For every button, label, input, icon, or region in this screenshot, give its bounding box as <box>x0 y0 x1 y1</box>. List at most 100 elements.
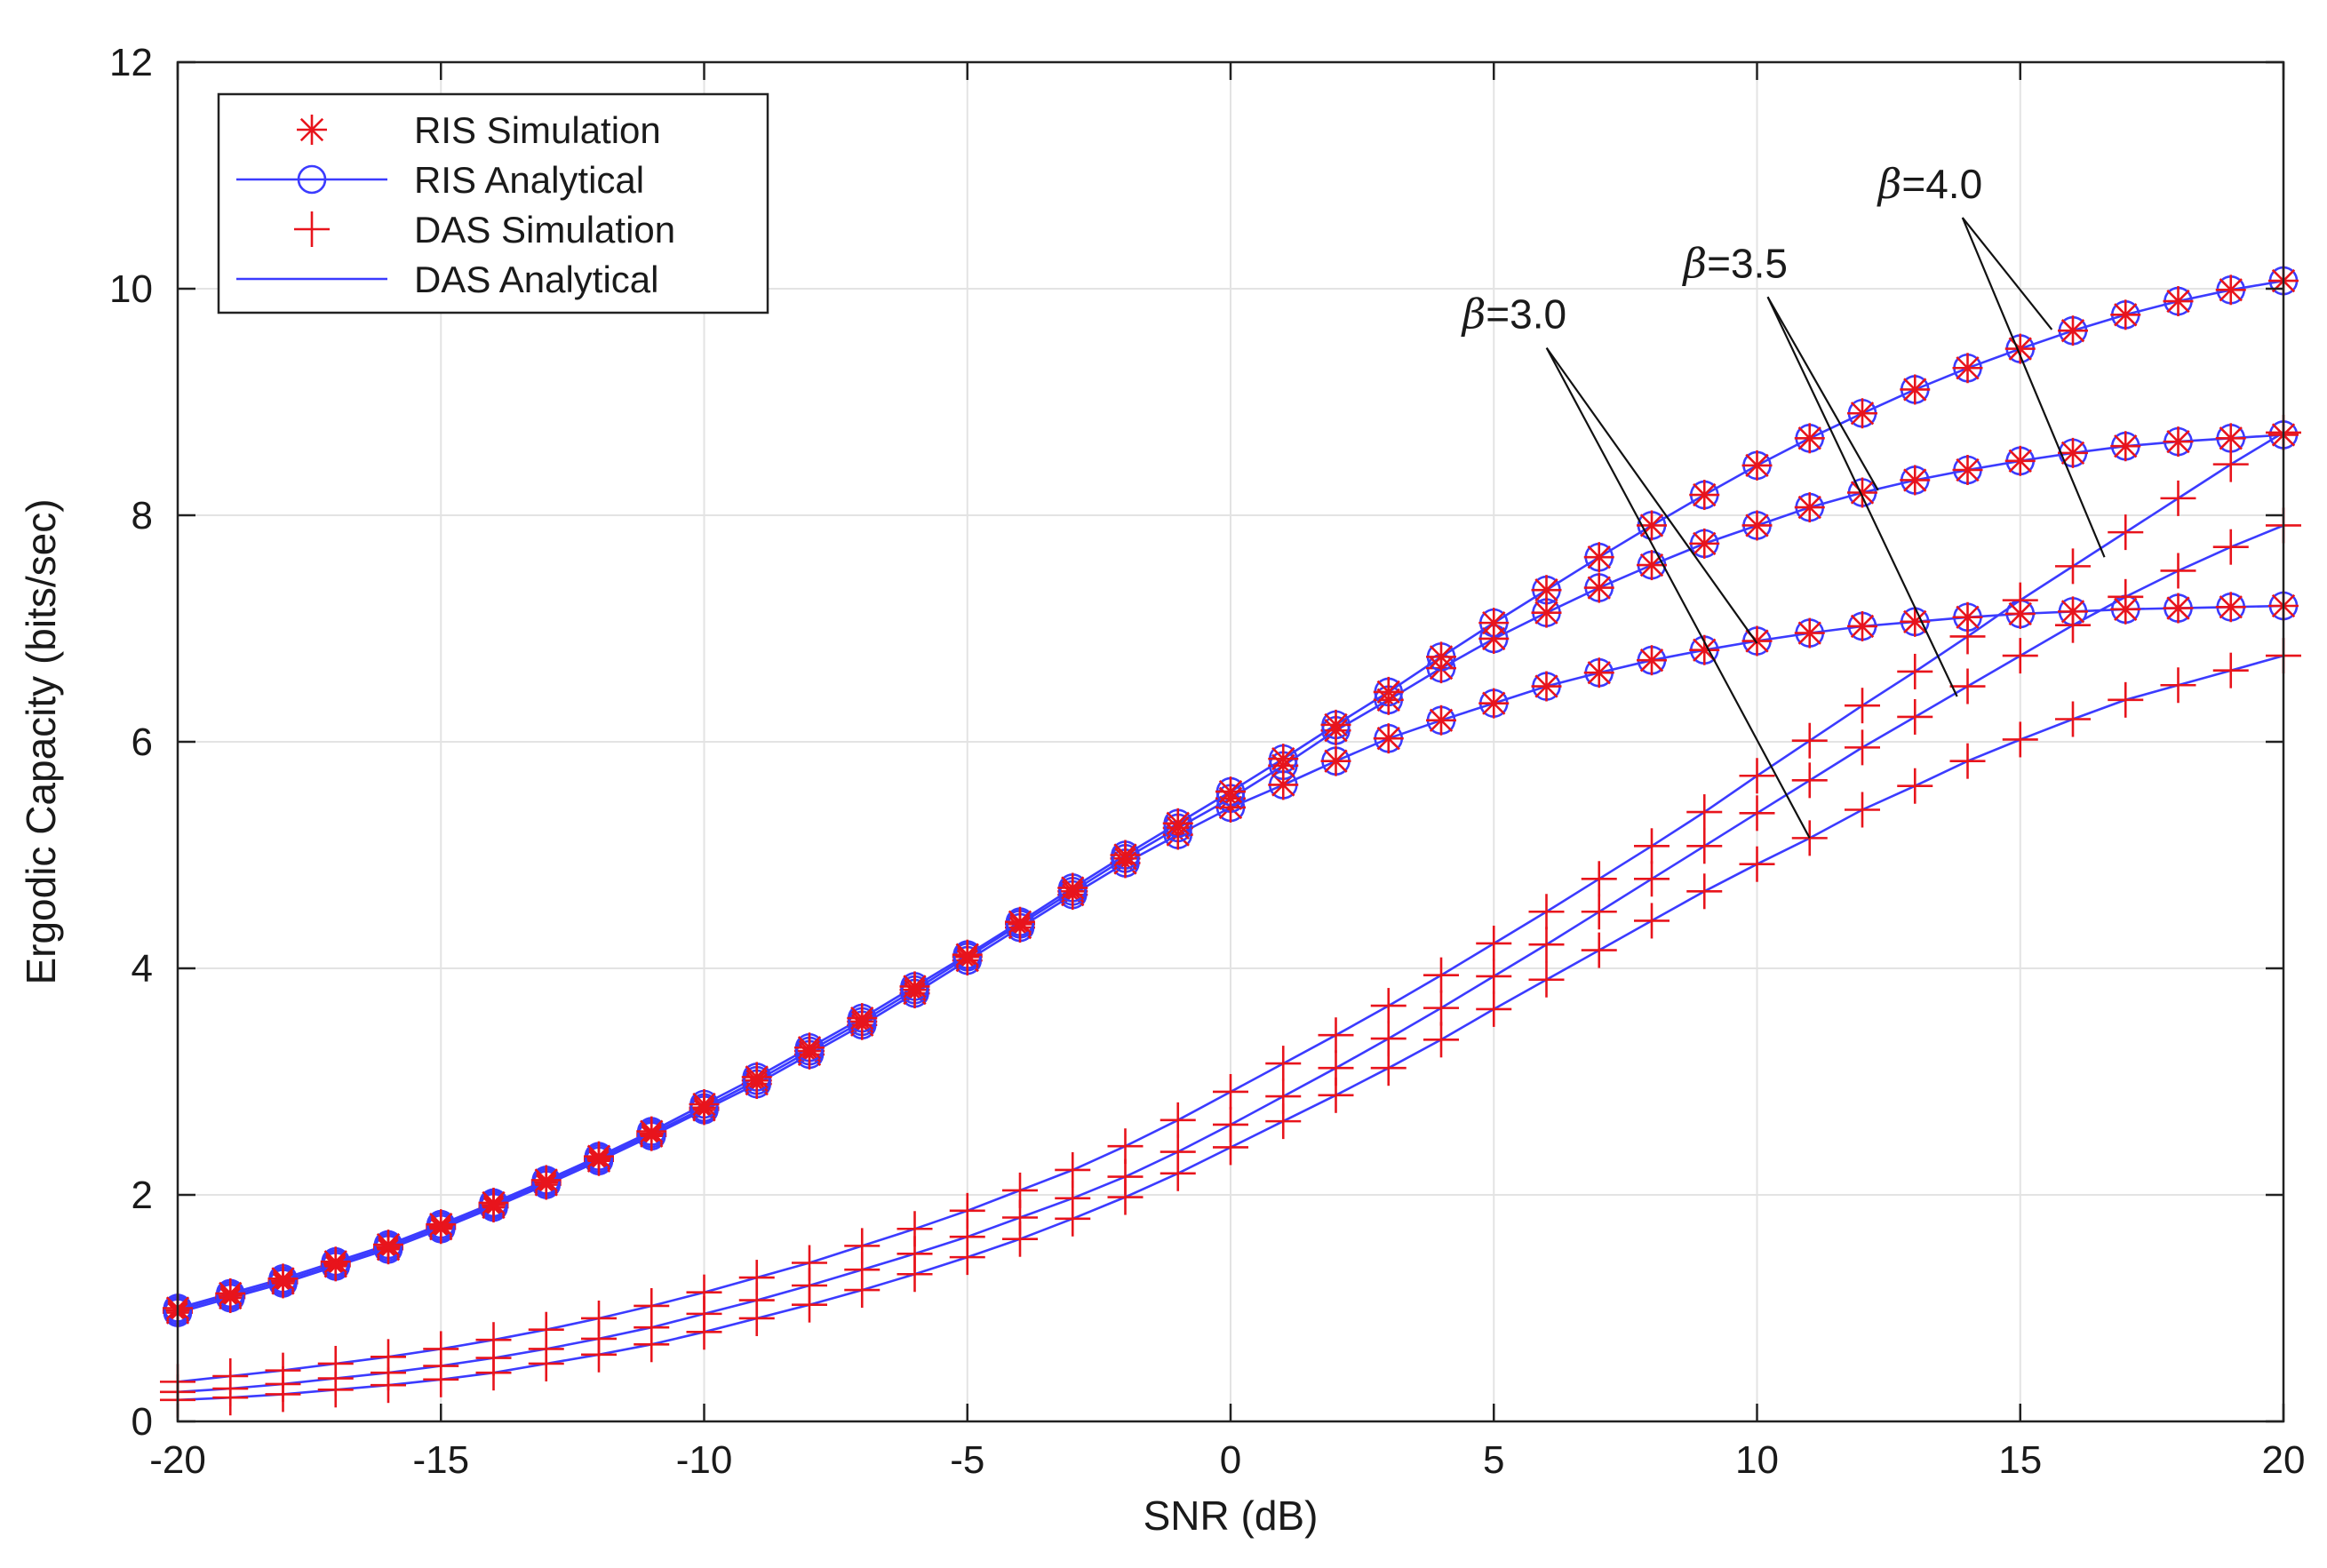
ris-simulation-point <box>1268 744 1299 775</box>
das-simulation-point <box>2108 514 2144 551</box>
ris-simulation-point <box>1952 353 1983 384</box>
das-simulation-point <box>634 1287 670 1324</box>
asterisk-stroke <box>2166 596 2190 620</box>
ris-simulation-point <box>1162 808 1193 839</box>
das-simulation-point <box>2108 681 2144 718</box>
das-simulation-point <box>2212 652 2249 688</box>
beta-annotation-1: β=3.5 <box>1682 239 1958 697</box>
y-tick-label: 2 <box>131 1174 153 1217</box>
x-tick-label: -15 <box>412 1438 469 1482</box>
legend-circle-marker <box>297 164 327 195</box>
asterisk-stroke <box>2060 319 2085 343</box>
y-tick-label: 12 <box>109 41 153 84</box>
asterisk-stroke <box>850 1006 874 1031</box>
x-tick-label: 10 <box>1735 1438 1779 1482</box>
das-simulation-point <box>2160 553 2196 589</box>
asterisk-stroke <box>1376 727 1400 751</box>
das-simulation-point <box>2002 582 2038 618</box>
ris-simulation-point <box>1426 641 1456 673</box>
das-simulation-point <box>897 1211 933 1247</box>
asterisk-stroke <box>323 1250 347 1274</box>
das-simulation-point <box>2002 721 2038 758</box>
asterisk-stroke <box>2166 429 2190 454</box>
ris-simulation-point <box>1847 398 1877 429</box>
das-simulation-point <box>1897 698 1933 735</box>
ris-simulation-point <box>1215 776 1246 808</box>
asterisk-stroke <box>1482 610 1506 635</box>
ris-simulation-point <box>1320 709 1351 740</box>
asterisk-stroke <box>1587 661 1611 685</box>
das-simulation-point <box>1739 846 1775 882</box>
asterisk-stroke <box>903 975 927 999</box>
das-simulation-point <box>792 1245 827 1281</box>
ris-simulation-point <box>1794 617 1825 649</box>
beta-symbol: β <box>1877 160 1902 208</box>
ris-simulation-point <box>2110 431 2141 462</box>
asterisk-stroke <box>1693 482 1717 507</box>
das-simulation-point <box>1423 1022 1459 1058</box>
das-simulation-point <box>1949 668 1986 704</box>
asterisk-stroke <box>2008 337 2032 361</box>
das-simulation-point <box>1949 743 1986 779</box>
das-simulation-point <box>1634 903 1670 939</box>
ris-simulation-point <box>636 1116 667 1147</box>
das-simulation-point <box>2160 480 2196 516</box>
asterisk-stroke <box>1850 402 1875 426</box>
ris-simulation-point <box>2215 275 2246 306</box>
asterisk-stroke <box>1639 513 1664 537</box>
asterisk-stroke <box>2114 303 2138 327</box>
das-simulation-point <box>1897 653 1933 689</box>
asterisk-stroke <box>1534 577 1558 602</box>
das-simulation-point <box>1160 1102 1196 1138</box>
das-simulation-point <box>1686 794 1723 831</box>
ris-simulation-point <box>952 939 983 970</box>
ris-simulation-point <box>2163 286 2194 317</box>
das-simulation-point <box>738 1260 775 1296</box>
ris-simulation-point <box>1952 601 1983 633</box>
asterisk-stroke <box>745 1065 769 1089</box>
y-tick-label: 0 <box>131 1400 153 1444</box>
das-simulation-point <box>1423 990 1459 1026</box>
das-simulation-point <box>1686 873 1723 910</box>
legend-label: RIS Analytical <box>414 159 644 201</box>
asterisk-stroke <box>2008 449 2032 473</box>
y-tick-label: 10 <box>109 267 153 311</box>
das-simulation-point <box>1370 988 1407 1024</box>
ris-simulation-point <box>1057 872 1088 903</box>
ris-simulation-point <box>1794 423 1825 454</box>
das-simulation-point <box>212 1358 249 1394</box>
asterisk-stroke <box>1324 749 1348 773</box>
ris-simulation-point <box>1847 477 1877 508</box>
ris-simulation-point <box>1900 465 1931 496</box>
das-simulation-point <box>1107 1128 1144 1165</box>
das-simulation-point <box>581 1300 617 1336</box>
x-tick-label: -20 <box>149 1438 206 1482</box>
das-simulation-point <box>1949 618 1986 655</box>
ris-simulation-point <box>1426 704 1456 736</box>
ris-simulation-point <box>1320 745 1351 776</box>
x-axis-title: SNR (dB) <box>1144 1492 1319 1539</box>
ris-simulation-point <box>320 1246 351 1277</box>
asterisk-stroke <box>1693 638 1717 662</box>
das-simulation-point <box>844 1228 881 1264</box>
asterisk-stroke <box>797 1036 822 1060</box>
ris-simulation-point <box>847 1003 878 1034</box>
y-tick-label: 6 <box>131 720 153 764</box>
das-simulation-point <box>949 1192 985 1229</box>
asterisk-stroke <box>1903 609 1927 634</box>
asterisk-stroke <box>1850 481 1875 505</box>
asterisk-stroke <box>586 1144 611 1168</box>
das-simulation-point <box>1634 828 1670 864</box>
das-simulation-point <box>1634 861 1670 897</box>
asterisk-stroke <box>271 1267 295 1291</box>
asterisk-stroke <box>1956 356 1980 380</box>
legend-asterisk-marker <box>297 115 327 145</box>
annotation-pointer-line <box>1545 347 1811 839</box>
x-tick-label: 20 <box>2262 1438 2306 1482</box>
ris-simulation-point <box>1741 625 1773 657</box>
das-simulation-point <box>1055 1151 1091 1188</box>
ris-simulation-point <box>1741 450 1773 481</box>
das-simulation-point <box>2055 701 2091 737</box>
ris-simulation-point <box>1689 634 1720 665</box>
asterisk-stroke <box>1482 691 1506 715</box>
